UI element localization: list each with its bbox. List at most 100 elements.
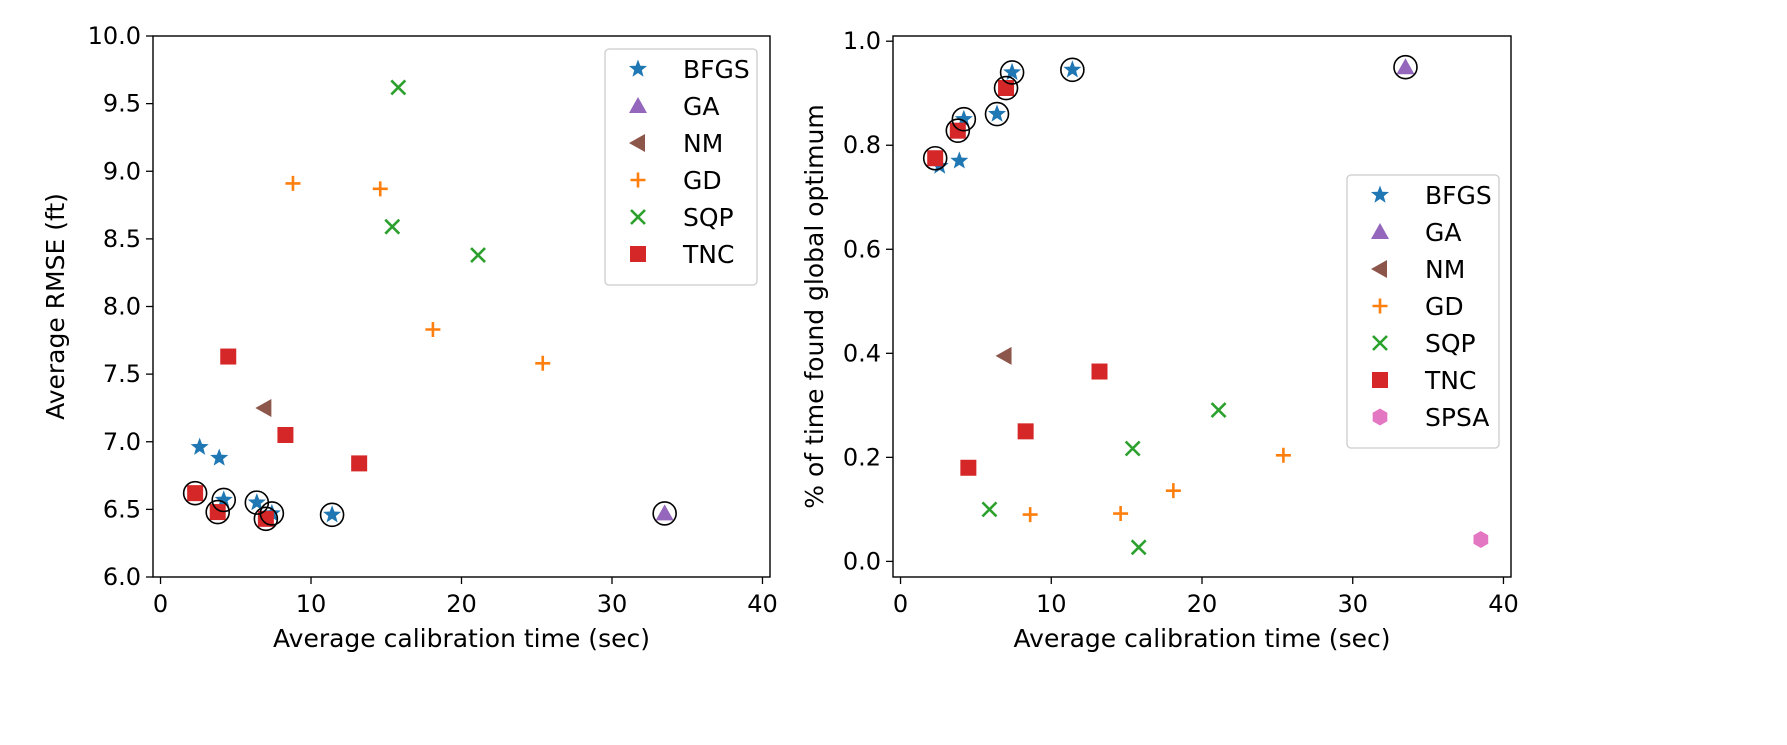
- legend-label-spsa: SPSA: [1425, 403, 1489, 432]
- data-point: [1003, 62, 1022, 81]
- legend-label-ga: GA: [683, 92, 719, 121]
- data-point: [214, 490, 233, 508]
- data-point: [1124, 440, 1141, 457]
- series-tnc: [187, 348, 368, 527]
- x-axis-label: Average calibration time (sec): [273, 624, 650, 653]
- highlight-circle: [259, 501, 285, 526]
- highlight-circle: [182, 480, 208, 506]
- legend-label-ga: GA: [1425, 218, 1461, 247]
- highlight-circle: [922, 145, 948, 171]
- data-point: [1165, 483, 1181, 499]
- y-axis-label: Average RMSE (ft): [41, 193, 70, 420]
- data-point: [187, 485, 204, 502]
- x-tick-label: 20: [446, 590, 477, 618]
- data-point: [470, 247, 486, 264]
- highlight-circle: [984, 101, 1010, 127]
- data-point: [1210, 402, 1227, 418]
- data-point: [981, 501, 998, 518]
- y-tick-label: 0.4: [843, 339, 881, 367]
- highlight-circle: [319, 502, 345, 528]
- data-point: [277, 426, 294, 443]
- y-tick-label: 0.8: [843, 131, 881, 159]
- series-sqp: [981, 402, 1227, 556]
- y-tick-label: 0.6: [843, 235, 881, 263]
- legend-label-tnc: TNC: [1424, 366, 1476, 395]
- data-point: [323, 505, 342, 523]
- x-tick-label: 20: [1187, 590, 1218, 618]
- legend-marker-gd: [630, 172, 646, 188]
- y-tick-label: 1.0: [843, 27, 881, 55]
- series-gd: [285, 175, 551, 371]
- legend-label-sqp: SQP: [1425, 329, 1476, 358]
- legend-marker-nm: [629, 134, 645, 152]
- y-tick-label: 8.0: [103, 293, 141, 321]
- series-spsa: [1473, 531, 1489, 549]
- y-tick-label: 10.0: [88, 22, 141, 50]
- legend-marker-bfgs: [628, 59, 648, 77]
- data-point: [655, 504, 674, 521]
- data-point: [1130, 539, 1147, 556]
- data-point: [425, 321, 441, 337]
- x-tick-label: 30: [1337, 590, 1368, 618]
- data-point: [1275, 447, 1291, 463]
- data-point: [950, 151, 969, 169]
- y-tick-label: 0.2: [843, 443, 881, 471]
- legend-marker-ga: [1371, 223, 1389, 239]
- data-point: [1022, 507, 1038, 523]
- x-tick-label: 10: [1036, 590, 1067, 618]
- data-point: [995, 346, 1012, 365]
- data-point: [372, 181, 388, 197]
- y-axis-label: % of time found global optimum: [800, 104, 829, 508]
- y-tick-label: 7.5: [103, 360, 141, 388]
- highlight-circle: [999, 60, 1025, 85]
- x-tick-label: 40: [747, 590, 778, 618]
- data-point: [257, 510, 274, 527]
- data-point: [1473, 531, 1489, 549]
- chart-panel-1: 0 10 20 30 40 6.0 6.5 7.0 7.5 8.0 8.5 9.0 9.5 10.0 Ave…: [41, 22, 778, 653]
- highlight-circle: [211, 487, 237, 513]
- series-sqp: [384, 79, 486, 264]
- y-tick-label: 6.5: [103, 495, 141, 523]
- legend-label-sqp: SQP: [683, 203, 734, 232]
- x-axis-label: Average calibration time (sec): [1014, 624, 1391, 653]
- data-point: [1063, 60, 1082, 78]
- legend-label-bfgs: BFGS: [1425, 181, 1492, 210]
- chart-panel-2: 0 10 20 30 40 0.0 0.2 0.4 0.6 0.8 1.0 Average calib…: [800, 27, 1519, 653]
- legend-label-nm: NM: [683, 129, 723, 158]
- data-point: [210, 448, 229, 466]
- data-point: [949, 122, 966, 139]
- x-tick-label: 0: [153, 590, 168, 618]
- highlight-circle: [205, 499, 231, 525]
- series-tnc: [927, 80, 1108, 476]
- y-tick-label: 6.0: [103, 563, 141, 591]
- x-tick-label: 40: [1488, 590, 1519, 618]
- x-tick-label: 10: [296, 590, 327, 618]
- data-point: [247, 493, 266, 511]
- highlight-circle: [253, 506, 279, 532]
- data-point: [384, 218, 401, 235]
- y-tick-label: 9.0: [103, 157, 141, 185]
- highlight-circle: [1060, 57, 1085, 83]
- legend-label-bfgs: BFGS: [683, 55, 750, 84]
- y-tick-label: 7.0: [103, 428, 141, 456]
- legend: BFGS GA NM GD SQP TNC: [604, 48, 758, 286]
- data-point: [1017, 423, 1034, 440]
- legend-marker-sqp: [1372, 335, 1388, 351]
- legend: BFGS GA NM GD SQP TNC SPSA: [1346, 174, 1500, 449]
- legend-marker-ga: [629, 97, 647, 113]
- series-gd: [1022, 447, 1291, 523]
- y-tick-label: 0.0: [843, 547, 881, 575]
- data-point: [190, 437, 209, 455]
- legend-label-nm: NM: [1425, 255, 1465, 284]
- y-tick-label: 9.5: [103, 90, 141, 118]
- legend-marker-tnc: [1372, 372, 1388, 388]
- series-ga: [655, 504, 674, 521]
- legend-label-tnc: TNC: [682, 240, 734, 269]
- x-tick-label: 0: [893, 590, 908, 618]
- data-point: [954, 109, 973, 127]
- data-point: [285, 175, 301, 191]
- y-tick-label: 8.5: [103, 225, 141, 253]
- data-point: [255, 398, 272, 417]
- data-point: [1091, 363, 1108, 380]
